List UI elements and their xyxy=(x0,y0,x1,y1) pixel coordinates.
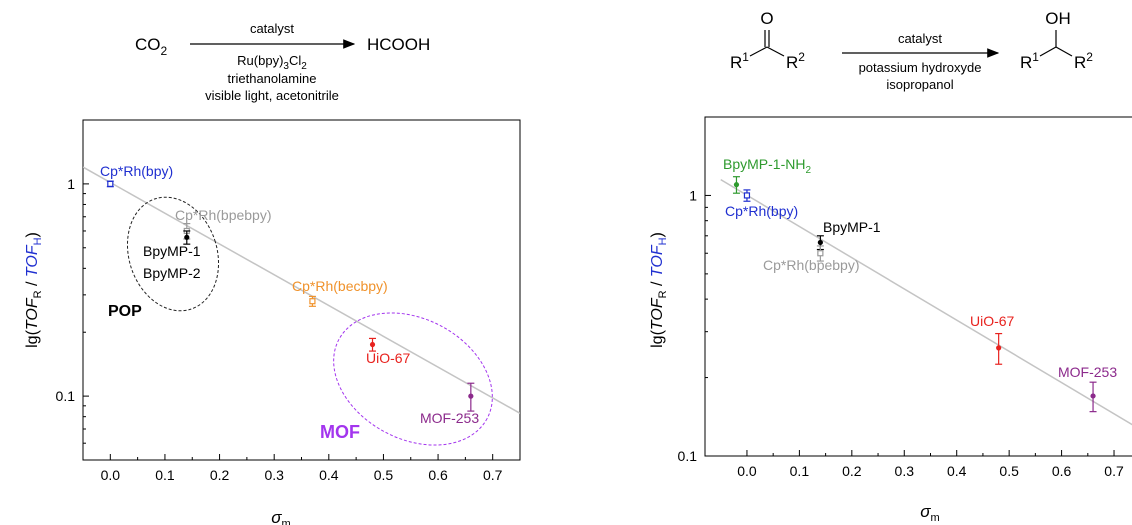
x-tick-label: 0.4 xyxy=(319,467,339,483)
alcohol-bond-right xyxy=(1055,46,1073,57)
y-axis-label-right: lg(TOFR / TOFH) xyxy=(649,232,669,348)
x-axis-label-right: σm xyxy=(920,502,939,524)
mof-group-ellipse xyxy=(333,312,493,446)
data-point xyxy=(743,189,751,202)
above-arrow-right: catalyst xyxy=(898,31,942,46)
marker-dot xyxy=(1090,393,1096,399)
data-point xyxy=(183,230,191,245)
ketone-r2: R2 xyxy=(786,50,805,72)
data-point xyxy=(369,337,377,352)
y-ticks-right: 10.1 xyxy=(678,116,711,464)
reagent-light-solvent: visible light, acetonitrile xyxy=(205,88,339,103)
pop-group-ellipse xyxy=(126,196,220,312)
y-ticks-left: 10.1 xyxy=(56,119,89,461)
above-arrow-left: catalyst xyxy=(250,21,294,36)
label-uio67-right: UiO-67 xyxy=(970,313,1015,329)
ketone-oxygen: O xyxy=(760,9,773,28)
x-tick-label: 0.5 xyxy=(374,467,394,483)
x-tick-label: 0.1 xyxy=(155,467,175,483)
group-label-mof: MOF xyxy=(320,422,360,442)
reaction-scheme-left: CO2 HCOOH catalyst Ru(bpy)3Cl2 triethano… xyxy=(135,21,430,103)
x-ticks-right: 0.0 0.1 0.2 0.3 0.4 0.5 0.6 0.7 xyxy=(737,450,1124,479)
ketone-bond-left xyxy=(749,46,768,57)
marker-dot xyxy=(184,234,190,240)
x-tick-label: 0.2 xyxy=(210,467,230,483)
reaction-scheme-right: O R1 R2 catalyst potassium hydroxyde iso… xyxy=(730,9,1093,92)
label-uio67-left: UiO-67 xyxy=(366,350,411,366)
alcohol-r1: R1 xyxy=(1020,50,1039,72)
x-tick-label: 0.7 xyxy=(483,467,503,483)
label-cprh-bpy-left: Cp*Rh(bpy) xyxy=(100,163,173,179)
marker-open-square xyxy=(107,180,114,187)
x-tick-label: 0.6 xyxy=(1052,463,1072,479)
group-label-pop: POP xyxy=(108,303,142,320)
fit-line-right-group xyxy=(720,178,1132,426)
y-tick-label: 1 xyxy=(689,187,697,203)
marker-open-square xyxy=(817,250,824,257)
chart-right: 0.0 0.1 0.2 0.3 0.4 0.5 0.6 0.7 10.1 BpyMP-1-NH… xyxy=(649,116,1132,524)
marker-dot xyxy=(733,182,740,188)
x-axis-label-left: σm xyxy=(271,508,290,525)
marker-dot xyxy=(817,239,823,246)
chart-left: 0.0 0.1 0.2 0.3 0.4 0.5 0.6 0.7 10.1 Cp*Rh(bpy)… xyxy=(24,119,521,525)
reagent-triethanolamine: triethanolamine xyxy=(228,71,317,86)
x-ticks-left: 0.0 0.1 0.2 0.3 0.4 0.5 0.6 0.7 xyxy=(101,454,521,483)
fit-line xyxy=(720,178,1132,426)
label-bpymp1-right: BpyMP-1 xyxy=(823,219,881,235)
label-bpymp1-left: BpyMP-1 xyxy=(143,243,201,259)
fit-line-left-group xyxy=(83,166,520,414)
x-tick-label: 0.3 xyxy=(264,467,284,483)
label-cprh-becbpy-left: Cp*Rh(becbpy) xyxy=(292,278,388,294)
y-tick-label: 1 xyxy=(67,176,75,192)
data-points-right xyxy=(732,176,1097,413)
alcohol-r2: R2 xyxy=(1074,50,1093,72)
y-tick-label: 0.1 xyxy=(678,448,698,464)
data-point xyxy=(467,382,475,412)
reactant-co2: CO2 xyxy=(135,35,168,58)
label-cprh-bpebpy-left: Cp*Rh(bpebpy) xyxy=(175,207,272,223)
reagent-isopropanol: isopropanol xyxy=(886,77,953,92)
x-tick-label: 0.4 xyxy=(947,463,967,479)
marker-dot xyxy=(996,345,1002,351)
label-bpymp1nh2-right: BpyMP-1-NH2 xyxy=(723,156,811,176)
label-mof253-right: MOF-253 xyxy=(1058,364,1117,380)
label-cprh-bpy-right: Cp*Rh(bpy) xyxy=(725,203,798,219)
label-mof253-left: MOF-253 xyxy=(420,410,479,426)
label-bpymp2-left: BpyMP-2 xyxy=(143,265,201,281)
plot-frame-right xyxy=(704,116,1132,457)
data-point xyxy=(106,180,114,188)
product-hcooh: HCOOH xyxy=(367,35,430,54)
ru-catalyst: Ru(bpy)3Cl2 xyxy=(237,53,307,72)
reagent-koh: potassium hydroxyde xyxy=(859,60,982,75)
label-cprh-bpebpy-right: Cp*Rh(bpebpy) xyxy=(763,257,860,273)
x-tick-label: 0.1 xyxy=(790,463,810,479)
ketone-bond-right xyxy=(766,46,785,57)
x-tick-label: 0.7 xyxy=(1104,463,1124,479)
y-tick-label: 0.1 xyxy=(56,388,76,404)
marker-dot xyxy=(369,341,376,348)
data-point xyxy=(308,295,316,307)
x-tick-label: 0.0 xyxy=(101,467,121,483)
data-point xyxy=(816,235,824,251)
fit-line xyxy=(83,166,520,414)
marker-dot xyxy=(468,393,474,399)
x-tick-label: 0.5 xyxy=(999,463,1019,479)
y-axis-label-left: lg(TOFR / TOFH) xyxy=(24,232,44,348)
x-tick-label: 0.0 xyxy=(737,463,757,479)
alcohol-oh: OH xyxy=(1045,9,1071,28)
x-tick-label: 0.2 xyxy=(842,463,862,479)
data-point xyxy=(995,332,1003,365)
marker-open-square xyxy=(743,192,751,199)
x-tick-label: 0.3 xyxy=(895,463,915,479)
data-points-left xyxy=(106,180,475,412)
alcohol-bond-left xyxy=(1039,46,1057,57)
x-tick-label: 0.6 xyxy=(428,467,448,483)
data-point xyxy=(732,176,740,194)
data-point xyxy=(1089,381,1097,413)
ketone-r1: R1 xyxy=(730,50,749,72)
marker-open-square xyxy=(309,298,316,305)
data-point xyxy=(816,245,824,262)
